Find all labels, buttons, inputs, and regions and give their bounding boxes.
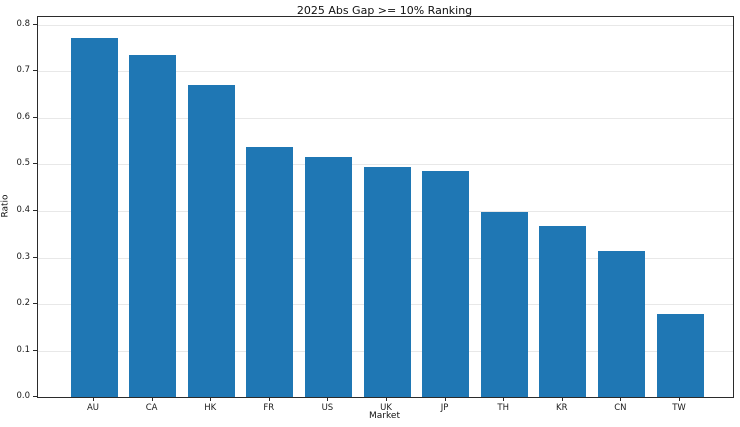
x-tick-label-au: AU xyxy=(86,403,100,413)
chart-title: 2025 Abs Gap >= 10% Ranking xyxy=(296,4,473,17)
bar-fr xyxy=(246,147,294,397)
x-tick-label-tw: TW xyxy=(672,403,686,413)
gridline-y-0.8 xyxy=(38,24,733,26)
y-tick-label: 0.2 xyxy=(16,298,30,308)
x-tick-label-kr: KR xyxy=(556,403,568,413)
x-tick-label-th: TH xyxy=(497,403,509,413)
x-tick-label-us: US xyxy=(321,403,334,413)
y-tick-mark xyxy=(33,349,37,351)
bar-hk xyxy=(187,85,235,397)
y-tick-label: 0.3 xyxy=(16,251,30,262)
x-tick-label-hk: HK xyxy=(204,403,217,413)
y-tick-label: 0.1 xyxy=(16,344,30,355)
y-tick-mark xyxy=(33,210,37,211)
y-tick-label: 0.7 xyxy=(16,65,30,76)
x-tick-mark xyxy=(151,397,153,401)
y-tick-label: 0.0 xyxy=(16,391,30,401)
x-tick-label-jp: JP xyxy=(440,403,449,413)
gridline-y-0.7 xyxy=(38,71,733,73)
y-tick-mark xyxy=(33,116,37,118)
bar-us xyxy=(304,156,352,397)
y-tick-mark xyxy=(33,70,37,72)
x-tick-label-ca: CA xyxy=(145,403,158,413)
x-tick-mark xyxy=(679,397,680,401)
y-tick-label: 0.5 xyxy=(16,158,30,169)
y-tick-label: 0.6 xyxy=(16,111,30,122)
bar-au xyxy=(70,38,118,397)
bar-ca xyxy=(129,55,177,397)
y-tick-label: 0.8 xyxy=(16,18,30,29)
x-tick-mark xyxy=(210,397,212,401)
x-tick-mark xyxy=(444,397,446,401)
bar-th xyxy=(480,211,528,397)
bar-jp xyxy=(422,171,470,397)
y-tick-mark xyxy=(33,23,37,25)
plot-area xyxy=(37,16,734,398)
x-tick-label-fr: FR xyxy=(263,403,275,413)
x-tick-mark xyxy=(327,397,329,401)
y-tick-mark xyxy=(33,303,37,304)
x-tick-mark xyxy=(561,397,563,401)
x-tick-label-cn: CN xyxy=(614,403,627,413)
x-tick-mark xyxy=(268,397,270,401)
y-tick-mark xyxy=(33,163,37,165)
x-axis-label: Market xyxy=(369,411,400,421)
bar-cn xyxy=(597,251,645,397)
gridline-y-0.5 xyxy=(38,164,733,166)
y-axis-label: Ratio xyxy=(0,194,11,218)
x-tick-mark xyxy=(93,397,94,401)
bar-uk xyxy=(363,167,411,397)
x-tick-mark xyxy=(620,397,622,401)
x-tick-label-uk: UK xyxy=(380,403,392,413)
bar-kr xyxy=(539,226,587,397)
gridline-y-0.6 xyxy=(38,117,733,119)
x-tick-mark xyxy=(386,397,387,401)
y-tick-mark xyxy=(33,256,37,258)
bar-tw xyxy=(656,314,704,397)
x-tick-mark xyxy=(503,397,505,401)
y-tick-label: 0.4 xyxy=(16,205,30,215)
y-tick-mark xyxy=(33,396,37,397)
